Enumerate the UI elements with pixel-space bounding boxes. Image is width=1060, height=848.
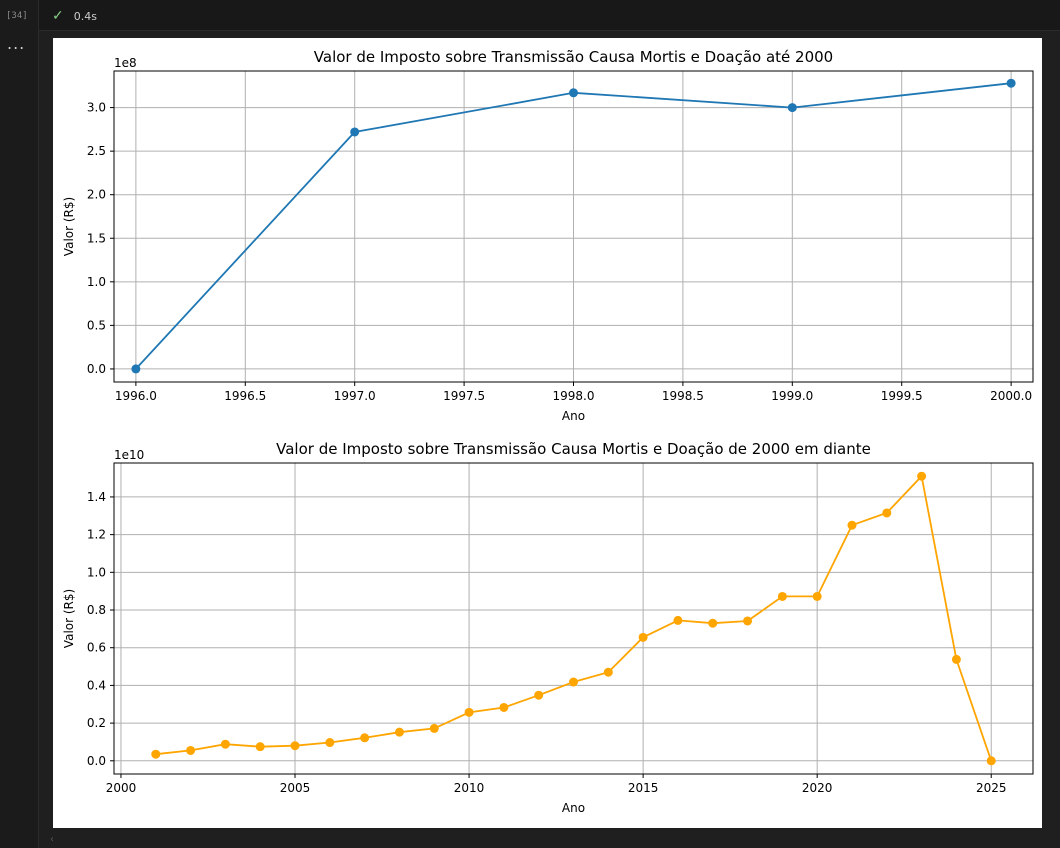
execution-time: 0.4s bbox=[73, 9, 97, 23]
x-tick-label: 1998.0 bbox=[553, 389, 595, 403]
y-scale-label: 1e8 bbox=[114, 56, 137, 70]
data-point bbox=[186, 745, 196, 755]
x-tick-label: 1997.5 bbox=[443, 389, 485, 403]
y-tick-label: 0.6 bbox=[87, 641, 106, 655]
y-axis-label: Valor (R$) bbox=[62, 589, 76, 648]
x-tick-label: 1997.0 bbox=[334, 389, 376, 403]
check-icon: ✓ bbox=[52, 8, 64, 24]
y-tick-label: 2.0 bbox=[87, 188, 106, 202]
data-point bbox=[1006, 78, 1016, 88]
y-tick-label: 0.5 bbox=[87, 318, 106, 332]
data-point bbox=[951, 654, 961, 664]
y-tick-label: 0.4 bbox=[87, 678, 106, 692]
x-tick-label: 2015 bbox=[628, 781, 659, 795]
data-point bbox=[131, 364, 141, 374]
y-tick-label: 3.0 bbox=[87, 101, 106, 115]
x-tick-label: 2020 bbox=[802, 781, 833, 795]
data-point bbox=[569, 88, 578, 98]
y-tick-label: 0.2 bbox=[87, 716, 106, 730]
chart-title: Valor de Imposto sobre Transmissão Causa… bbox=[314, 48, 833, 66]
data-point bbox=[708, 618, 718, 628]
chart-1: 1996.0 1996.5 1997.0 1997.5 1998.0 1998.5 1999… bbox=[62, 48, 1034, 423]
x-tick-label: 1999.5 bbox=[881, 389, 923, 403]
figure-canvas: 1996.0 1996.5 1997.0 1997.5 1998.0 1998.5 1999… bbox=[62, 48, 1034, 815]
cell-status-bar bbox=[0, 0, 1060, 31]
data-point bbox=[882, 508, 892, 518]
y-tick-label: 1.0 bbox=[87, 275, 106, 289]
x-tick-label: 2025 bbox=[976, 781, 1007, 795]
y-tick-label: 0.8 bbox=[87, 603, 106, 617]
scroll-left-icon[interactable]: ‹ bbox=[50, 834, 54, 845]
data-point bbox=[777, 591, 787, 601]
x-tick-label: 2010 bbox=[454, 781, 485, 795]
more-actions-icon[interactable]: ... bbox=[7, 34, 26, 53]
data-point bbox=[360, 733, 370, 743]
cell-gutter: [34] ... bbox=[0, 0, 39, 848]
execution-status: ✓ 0.4s bbox=[52, 9, 97, 23]
data-point bbox=[220, 739, 230, 749]
data-point bbox=[569, 677, 578, 687]
data-point bbox=[638, 632, 648, 642]
y-tick-label: 2.5 bbox=[87, 144, 106, 158]
data-point bbox=[673, 615, 683, 625]
chart-title: Valor de Imposto sobre Transmissão Causa… bbox=[276, 440, 871, 458]
data-point bbox=[534, 690, 544, 700]
plot-frame bbox=[113, 462, 1034, 775]
data-point bbox=[255, 742, 265, 752]
y-axis-label: Valor (R$) bbox=[62, 197, 76, 256]
data-point bbox=[743, 616, 753, 626]
x-tick-label: 1998.5 bbox=[662, 389, 704, 403]
y-tick-label: 0.0 bbox=[87, 754, 106, 768]
data-point bbox=[787, 103, 797, 113]
data-point bbox=[917, 471, 927, 481]
x-tick-label: 2000.0 bbox=[990, 389, 1032, 403]
x-tick-label: 2005 bbox=[280, 781, 311, 795]
data-point bbox=[394, 727, 404, 737]
y-tick-label: 1.0 bbox=[87, 565, 106, 579]
y-tick-label: 1.2 bbox=[87, 528, 106, 542]
x-axis-label: Ano bbox=[562, 409, 585, 423]
data-point bbox=[429, 723, 439, 733]
x-tick-label: 1999.0 bbox=[771, 389, 813, 403]
data-point bbox=[847, 520, 857, 530]
data-point bbox=[464, 707, 474, 717]
data-point bbox=[350, 127, 360, 137]
x-tick-label: 2000 bbox=[106, 781, 137, 795]
data-point bbox=[151, 749, 161, 759]
chart-2: 2000 2005 2010 2015 2020 2025 0.0 0.2 0.4 0.6 0.8 1… bbox=[62, 440, 1034, 815]
data-point bbox=[290, 741, 300, 751]
data-point bbox=[603, 667, 613, 677]
series-line bbox=[155, 474, 993, 762]
x-tick-label: 1996.0 bbox=[115, 389, 157, 403]
cell-output: 1996.0 1996.5 1997.0 1997.5 1998.0 1998.5 1999… bbox=[53, 38, 1042, 828]
data-point bbox=[812, 591, 822, 601]
execution-count: [34] bbox=[6, 11, 28, 21]
x-tick-label: 1996.5 bbox=[224, 389, 266, 403]
data-point bbox=[325, 738, 335, 748]
y-tick-label: 0.0 bbox=[87, 362, 106, 376]
data-point bbox=[499, 702, 509, 712]
y-tick-label: 1.4 bbox=[87, 490, 106, 504]
y-tick-label: 1.5 bbox=[87, 231, 106, 245]
y-scale-label: 1e10 bbox=[114, 448, 144, 462]
data-point bbox=[986, 756, 996, 766]
x-axis-label: Ano bbox=[562, 801, 585, 815]
